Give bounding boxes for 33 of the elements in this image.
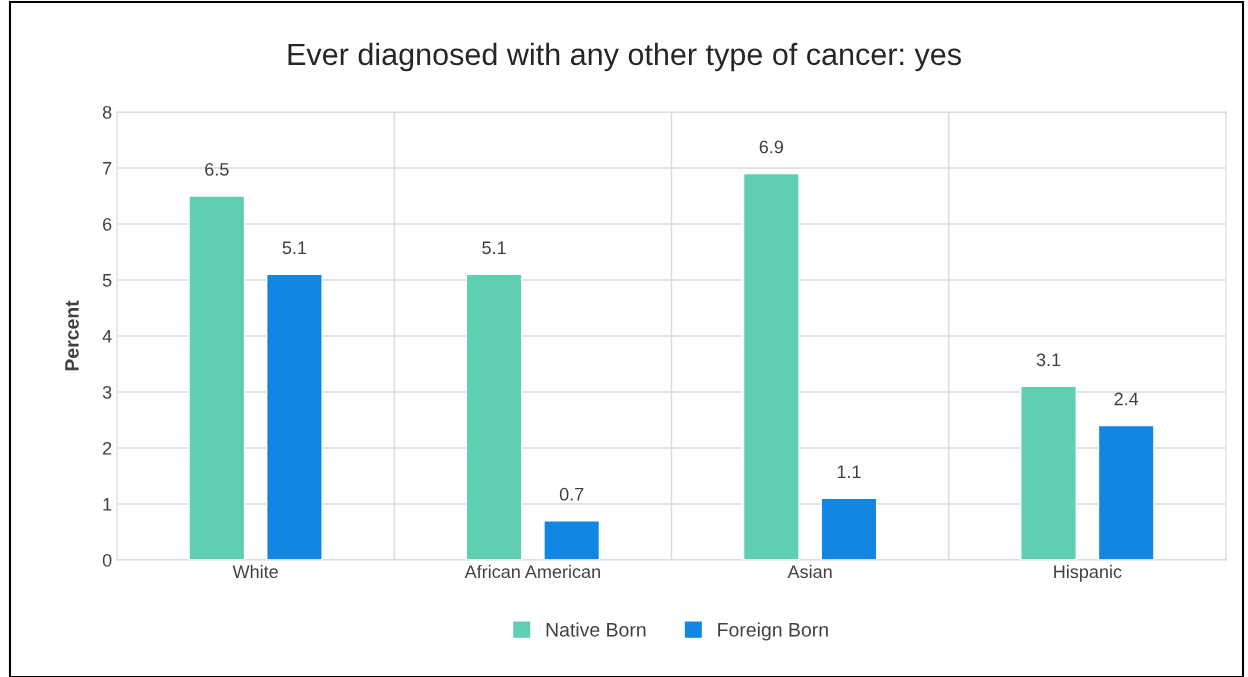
data-label: 5.1 (482, 241, 506, 255)
y-tick-label: 4 (102, 330, 112, 343)
bar (543, 520, 601, 560)
bar (820, 497, 878, 560)
data-label: 6.9 (759, 140, 784, 154)
x-tick-label: Asian (787, 564, 832, 579)
y-tick-label: 0 (102, 553, 112, 567)
bar (1020, 385, 1077, 560)
y-tick-label: 1 (103, 498, 112, 511)
bar (465, 273, 523, 560)
y-tick-label: 6 (103, 217, 112, 231)
bar (1097, 424, 1155, 560)
y-tick-label: 2 (103, 441, 112, 455)
legend-label: Native Born (546, 622, 646, 637)
x-tick-label: African American (464, 564, 600, 579)
y-tick-label: 5 (102, 274, 112, 287)
y-tick-label: 8 (102, 105, 112, 119)
x-tick-label: Hispanic (1054, 564, 1122, 582)
data-label: 3.1 (1036, 353, 1061, 367)
data-label: 2.4 (1114, 392, 1139, 406)
bar (188, 195, 246, 560)
y-tick-label: 3 (102, 385, 112, 399)
bar (266, 273, 323, 560)
bar (742, 172, 800, 560)
x-tick-label: White (232, 564, 278, 579)
data-label: 0.7 (559, 487, 584, 501)
data-label: 6.5 (205, 162, 229, 176)
legend-label: Foreign Born (718, 622, 828, 641)
y-axis-title: Percent (65, 300, 79, 371)
y-tick-label: 7 (103, 162, 112, 175)
data-label: 1.1 (837, 465, 861, 478)
data-label: 5.1 (282, 241, 307, 255)
chart-title: Ever diagnosed with any other type of cancer: yes (288, 42, 961, 72)
